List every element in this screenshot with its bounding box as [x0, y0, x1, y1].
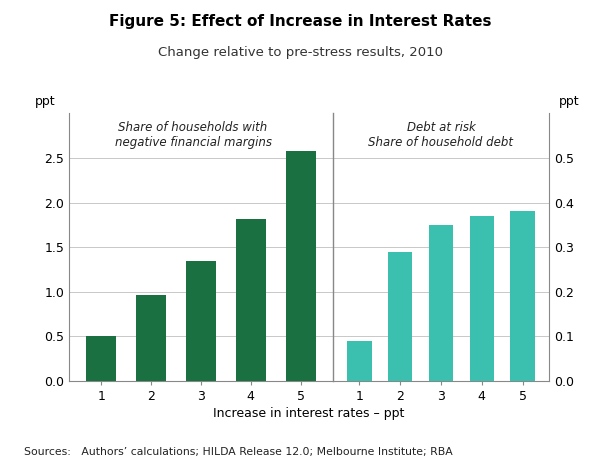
Bar [86, 336, 116, 381]
Text: Debt at risk
Share of household debt: Debt at risk Share of household debt [368, 121, 514, 149]
Bar [429, 225, 453, 381]
Text: ppt: ppt [35, 95, 55, 108]
Text: Sources:   Authors’ calculations; HILDA Release 12.0; Melbourne Institute; RBA: Sources: Authors’ calculations; HILDA Re… [24, 447, 453, 457]
Bar [286, 151, 316, 381]
Bar [136, 294, 166, 381]
Text: Change relative to pre-stress results, 2010: Change relative to pre-stress results, 2… [157, 46, 443, 59]
Bar [388, 252, 412, 381]
Bar [347, 341, 372, 381]
Bar [510, 212, 535, 381]
Text: Share of households with
negative financial margins: Share of households with negative financ… [115, 121, 272, 149]
Bar [186, 261, 216, 381]
Bar [236, 219, 266, 381]
Text: Increase in interest rates – ppt: Increase in interest rates – ppt [214, 407, 404, 420]
Text: ppt: ppt [559, 95, 579, 108]
Text: Figure 5: Effect of Increase in Interest Rates: Figure 5: Effect of Increase in Interest… [109, 14, 491, 29]
Bar [470, 216, 494, 381]
